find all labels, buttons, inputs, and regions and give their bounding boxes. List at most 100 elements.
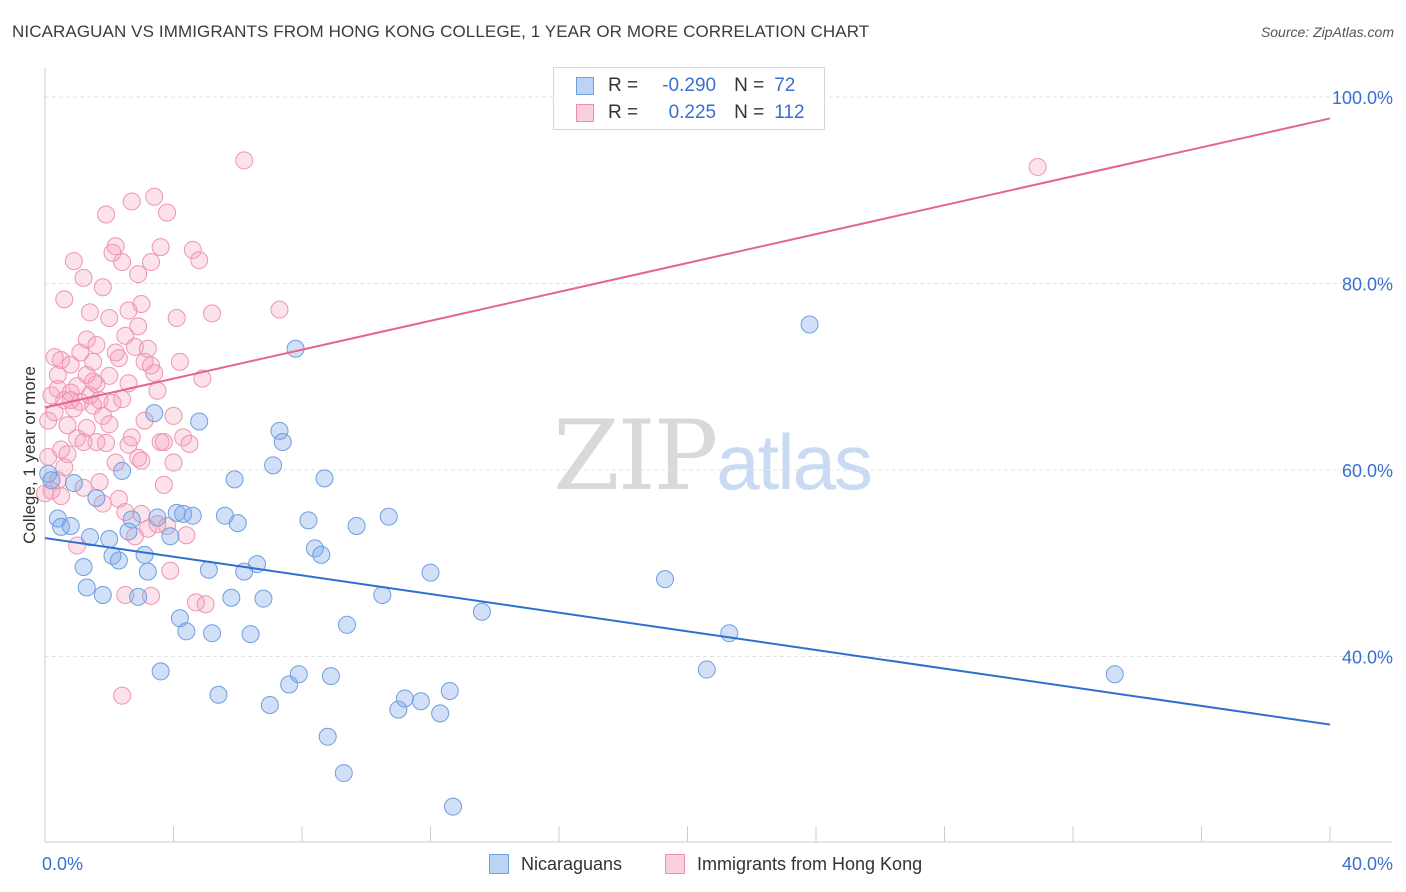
hong-kong-point [167,309,186,328]
hong-kong-point [164,453,183,472]
legend-n-value: 112 [774,102,805,123]
nicaraguan-point [289,665,308,684]
hong-kong-point [100,309,119,328]
legend-row-nicaraguans: R = -0.290 N = 72 [576,73,795,99]
y-axis-label: College, 1 year or more [20,366,39,544]
nicaraguan-point [209,685,228,704]
nicaraguan-point [273,433,292,452]
nicaraguan-point [347,516,366,535]
nicaraguan-point [431,704,450,723]
hong-kong-point [1028,157,1047,176]
nicaraguan-point [80,528,99,547]
bottom-legend-hong-kong: Immigrants from Hong Kong [665,853,922,875]
axes [44,68,1392,843]
nicaraguan-point [77,578,96,597]
nicaraguan-point [312,545,331,564]
nicaraguan-point [64,474,83,493]
legend-r-value: 0.225 [668,102,717,123]
nicaraguan-point [42,471,61,490]
nicaraguan-point [100,530,119,549]
x-tick-label-min: 0.0% [42,854,83,874]
chart-title: NICARAGUAN VS IMMIGRANTS FROM HONG KONG … [12,22,870,41]
hong-kong-point [161,561,180,580]
legend-swatch-pink [576,104,594,122]
hong-kong-point [129,265,148,284]
bottom-legend-label-nicaraguans: Nicaraguans [521,853,623,874]
nicaraguan-point [254,589,273,608]
hong-kong-point [158,203,177,222]
y-tick-label: 40.0% [1342,648,1393,668]
hong-kong-point [270,300,289,319]
hong-kong-point [151,238,170,257]
hong-kong-point [48,365,67,384]
hong-kong-point [90,473,109,492]
hong-kong-point [132,295,151,314]
hong-kong-point [142,356,161,375]
hong-kong-point [74,268,93,287]
nicaraguan-point [170,609,189,628]
nicaraguan-point [52,517,71,536]
hong-kong-point [116,502,135,521]
hong-kong-point [77,330,96,349]
hong-kong-point [190,251,209,270]
nicaraguan-point [395,689,414,708]
hong-kong-point [77,419,96,438]
hong-kong-point [145,187,164,206]
hong-kong-point [174,428,193,447]
hong-kong-point [183,240,202,259]
nicaraguan-point [337,615,356,634]
hong-kong-point [113,686,132,705]
watermark-zip: ZIP [553,400,718,512]
hong-kong-point [113,253,132,272]
nicaraguan-point [1105,665,1124,684]
hong-kong-point [93,278,112,297]
hong-kong-point [84,372,103,391]
hong-kong-point [45,403,64,422]
hong-kong-point [142,586,161,605]
hong-kong-point [77,365,96,384]
hong-kong-point [177,526,196,545]
nicaraguan-point [228,514,247,533]
hong-kong-point [106,237,125,256]
hong-kong-point [122,428,141,447]
hong-kong-point [74,433,93,452]
bottom-legend-nicaraguans: Nicaraguans [489,853,622,875]
hong-kong-point [113,390,132,409]
nicaraguan-point [379,507,398,526]
hong-kong-point [100,415,119,434]
hong-kong-point [129,317,148,336]
nicaraguan-point [222,588,241,607]
nicaraguan-point [321,667,340,686]
hong-kong-point [203,304,222,323]
watermark: ZIPatlas [553,400,873,512]
nicaraguan-point [315,469,334,488]
legend-r-label: R = [608,75,639,96]
hong-kong-point [55,458,74,477]
bottom-legend-swatch-blue [489,854,509,874]
hong-kong-point [87,433,106,452]
nicaraguan-point [177,622,196,641]
nicaraguan-point [109,551,128,570]
legend-swatch-blue [576,77,594,95]
nicaraguan-point [697,660,716,679]
hong-kong-point [52,440,71,459]
nicaraguan-point [87,488,106,507]
hong-kong-point [135,411,154,430]
nicaraguan-trend-line [44,537,1331,726]
hong-kong-point [122,192,141,211]
nicaraguan-point [129,587,148,606]
bottom-legend-swatch-pink [665,854,685,874]
legend-r-label: R = [608,102,639,123]
watermark-atlas: atlas [716,418,873,506]
hong-kong-point [84,352,103,371]
hong-kong-point [129,448,148,467]
nicaraguan-point [264,456,283,475]
y-tick-label: 80.0% [1342,275,1393,295]
hong-kong-point [64,252,83,271]
hong-kong-point [106,343,125,362]
bottom-legend-label-hong-kong: Immigrants from Hong Kong [697,853,923,874]
nicaraguan-point [61,516,80,535]
hong-kong-point [74,478,93,497]
nicaraguan-point [199,560,218,579]
